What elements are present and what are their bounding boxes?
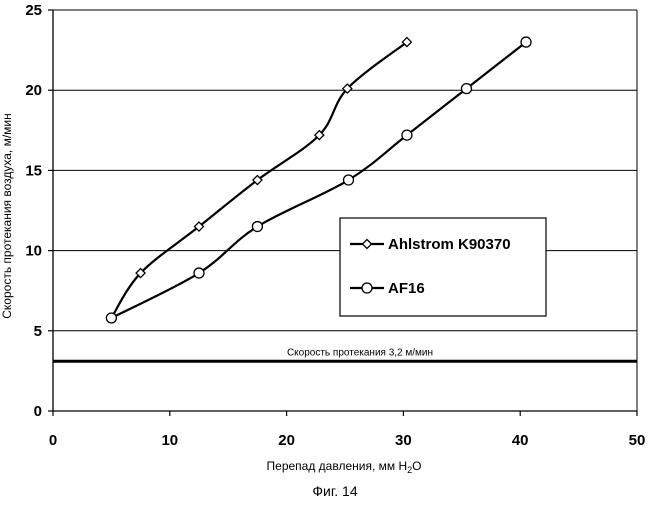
x-axis-title: Перепад давления, мм H2O [267, 459, 422, 475]
series-1-point-0 [106, 313, 116, 323]
x-tick-label-0: 0 [49, 432, 57, 449]
legend: Ahlstrom K90370 AF16 [340, 218, 546, 316]
x-tick-label-40: 40 [512, 432, 529, 449]
x-axis-title-main: Перепад давления, мм H [267, 459, 408, 473]
y-tick-label-0: 0 [34, 403, 42, 420]
reference-line-group: Скорость протекания 3,2 м/мин [53, 347, 637, 361]
series-1-point-5 [461, 84, 471, 94]
x-tick-label-20: 20 [278, 432, 295, 449]
legend-label-1: AF16 [388, 280, 425, 297]
y-tick-label-10: 10 [25, 243, 42, 260]
y-tick-label-15: 15 [25, 162, 42, 179]
legend-marker-1 [362, 283, 372, 293]
tick-labels: 0 5 10 15 20 25 0 10 20 30 40 50 [25, 2, 645, 449]
x-axis-title-end: O [412, 459, 421, 473]
legend-label-0: Ahlstrom K90370 [388, 236, 511, 253]
series-1-point-2 [252, 222, 262, 232]
x-tick-label-30: 30 [395, 432, 412, 449]
series-1-point-6 [521, 37, 531, 47]
figure-caption: Фиг. 14 [312, 483, 357, 499]
x-tick-label-50: 50 [629, 432, 646, 449]
y-tick-label-5: 5 [34, 323, 42, 340]
reference-line-label: Скорость протекания 3,2 м/мин [287, 347, 433, 358]
series-1-point-1 [194, 268, 204, 278]
y-axis-title: Скорость протекания воздуха, м/мин [0, 113, 14, 319]
x-tick-label-10: 10 [161, 432, 178, 449]
series-1-point-3 [344, 175, 354, 185]
legend-box [340, 218, 546, 316]
y-tick-label-25: 25 [25, 2, 42, 19]
y-tick-label-20: 20 [25, 82, 42, 99]
series-1-point-4 [402, 130, 412, 140]
